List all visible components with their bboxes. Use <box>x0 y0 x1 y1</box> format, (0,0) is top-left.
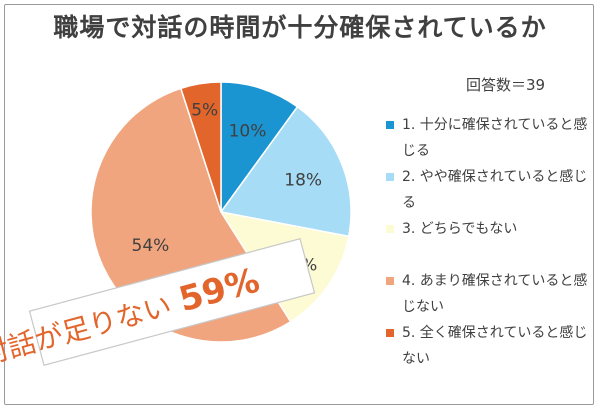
pie-slice-5 <box>179 81 222 213</box>
pie-label-4: 54% <box>132 236 170 256</box>
chart-legend: 1. 十分に確保されていると感じる 2. やや確保されていると感じる 3. どち… <box>386 112 591 372</box>
legend-swatch-5 <box>386 329 394 337</box>
legend-label-1: 1. 十分に確保されていると感じる <box>402 117 588 159</box>
respondent-count: 回答数＝39 <box>466 76 546 94</box>
legend-item-5: 5. 全く確保されていると感じない <box>386 320 591 372</box>
pie-label-1: 10% <box>229 121 267 141</box>
legend-label-3: 3. どちらでもない <box>402 221 518 237</box>
legend-swatch-3 <box>386 225 394 233</box>
pie-label-2: 18% <box>284 170 322 190</box>
legend-item-4: 4. あまり確保されていると感じない <box>386 268 591 320</box>
legend-item-3: 3. どちらでもない <box>386 216 591 242</box>
pie-label-5: 5% <box>191 100 218 120</box>
legend-swatch-4 <box>386 277 394 285</box>
chart-title: 職場で対話の時間が十分確保されているか <box>53 13 547 42</box>
legend-label-5: 5. 全く確保されていると感じない <box>402 325 588 367</box>
pie-slice-2 <box>219 105 352 238</box>
legend-label-2: 2. やや確保されていると感じる <box>402 169 588 211</box>
legend-swatch-1 <box>386 121 394 129</box>
legend-label-4: 4. あまり確保されていると感じない <box>402 273 588 315</box>
callout-background <box>28 237 316 367</box>
legend-item-2: 2. やや確保されていると感じる <box>386 164 591 216</box>
legend-swatch-2 <box>386 173 394 181</box>
pie-slice-1 <box>220 81 299 215</box>
legend-item-1: 1. 十分に確保されていると感じる <box>386 112 591 164</box>
